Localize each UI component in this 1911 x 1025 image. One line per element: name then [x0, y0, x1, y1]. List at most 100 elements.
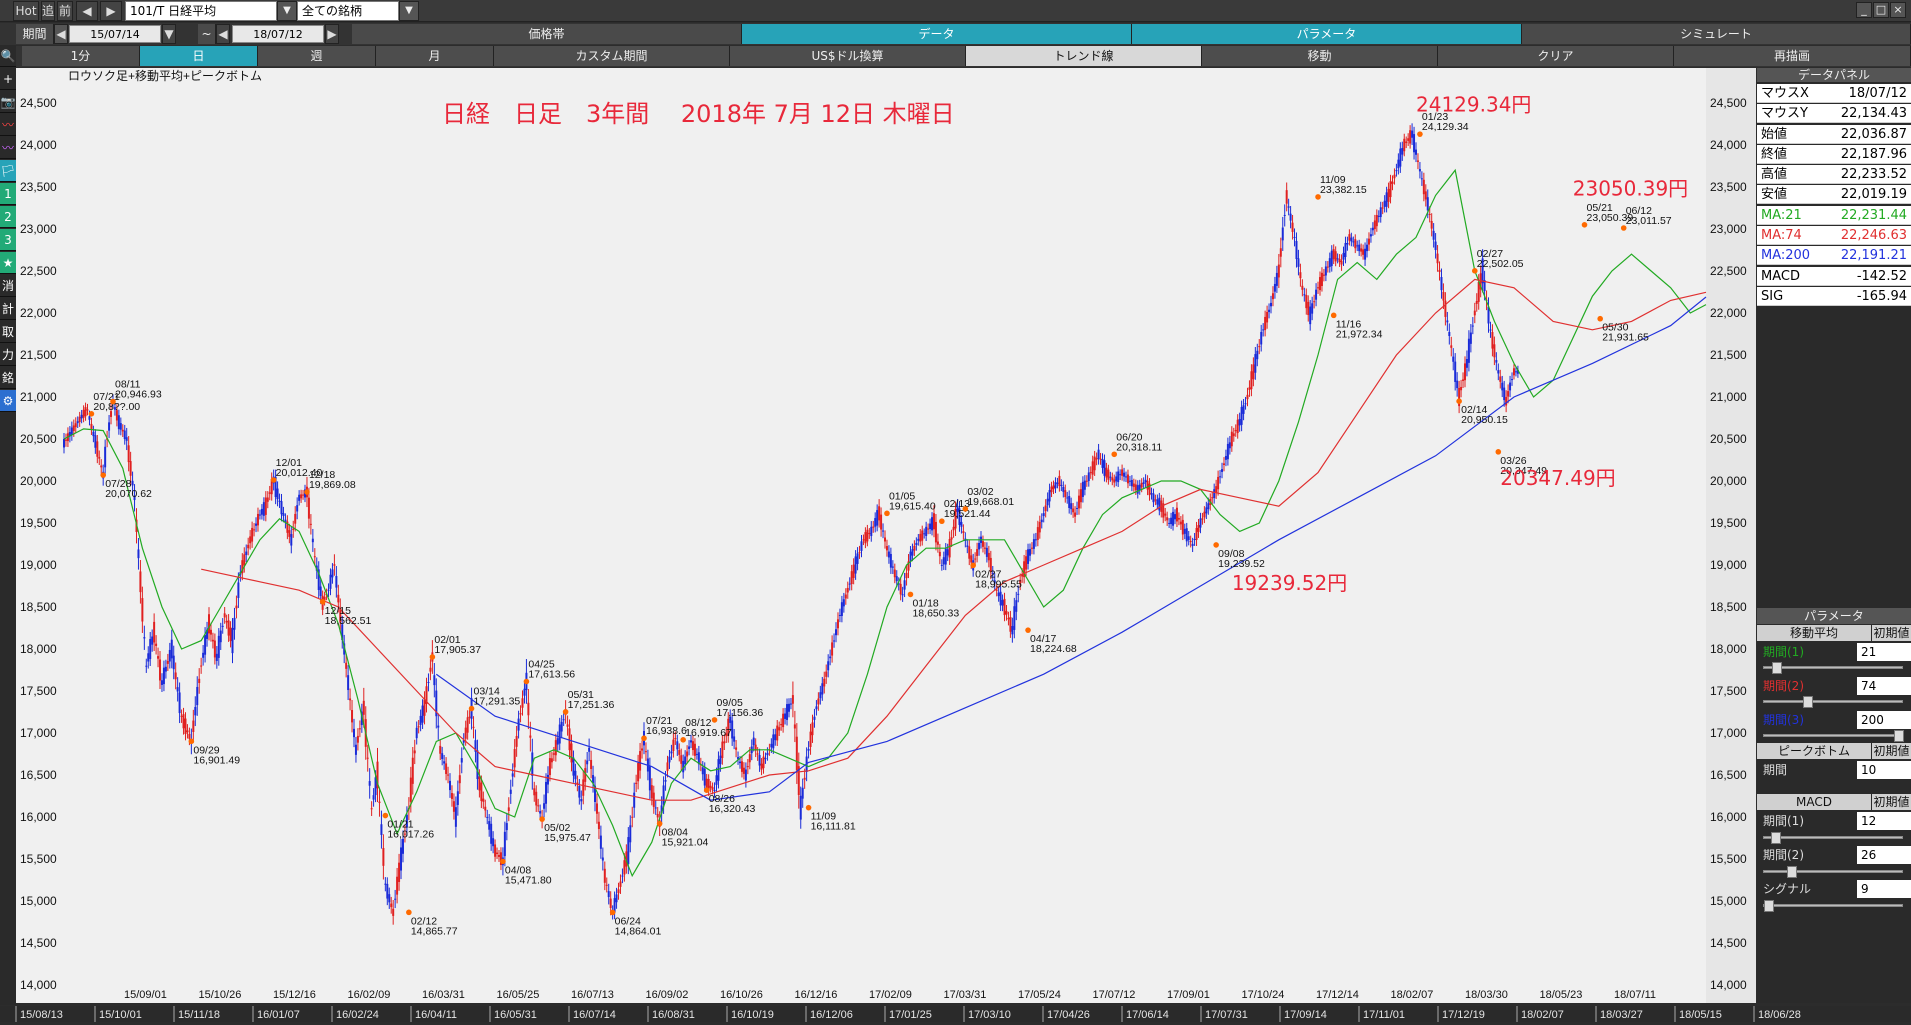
preset-1-icon[interactable]: 1: [0, 183, 16, 205]
candle-body: [319, 586, 322, 596]
x-tick-label: 17/03/31: [944, 989, 987, 1001]
chevron-down-icon[interactable]: ▼: [162, 24, 176, 44]
star-icon[interactable]: ★: [0, 252, 16, 274]
ma1-slider-knob[interactable]: [1771, 662, 1782, 674]
from-date-input[interactable]: 15/07/14: [69, 25, 161, 43]
macd1-slider[interactable]: [1763, 832, 1903, 844]
minimize-icon[interactable]: _: [1856, 2, 1872, 18]
candle-body: [227, 620, 230, 636]
tab-1min[interactable]: 1分: [22, 46, 140, 66]
tab-simulate[interactable]: シミュレート: [1522, 24, 1911, 44]
ma2-slider-knob[interactable]: [1803, 696, 1813, 708]
pb-reset-button[interactable]: 初期値: [1872, 743, 1911, 759]
macd-reset-button[interactable]: 初期値: [1872, 794, 1911, 810]
annotation-value: 23,382.15: [1320, 184, 1367, 196]
tab-usd-conversion[interactable]: US$ドル換算: [730, 46, 966, 66]
tab-weekly[interactable]: 週: [258, 46, 376, 66]
ma-reset-button[interactable]: 初期値: [1872, 625, 1911, 641]
ma2-slider[interactable]: [1763, 696, 1903, 708]
line-purple-icon[interactable]: 〰: [0, 137, 16, 159]
tab-daily[interactable]: 日: [140, 46, 258, 66]
left-arrow-icon[interactable]: ◀: [54, 24, 68, 44]
to-date-input[interactable]: 18/07/12: [232, 25, 324, 43]
tab-redraw[interactable]: 再描画: [1674, 46, 1911, 66]
camera-icon[interactable]: 📷: [0, 91, 16, 113]
ma1-input[interactable]: 21: [1857, 643, 1911, 661]
signal-slider-knob[interactable]: [1764, 900, 1774, 912]
ma2-input[interactable]: 74: [1857, 677, 1911, 695]
prev-label-button[interactable]: 前: [57, 1, 73, 21]
peak-bottom-marker: [641, 735, 647, 742]
candle-body: [725, 733, 728, 737]
tab-custom-period[interactable]: カスタム期間: [494, 46, 730, 66]
candle-body: [1377, 215, 1380, 217]
candle-body: [872, 526, 875, 528]
take-icon[interactable]: 取: [0, 321, 16, 343]
price-chart[interactable]: 14,000 14,000 14,500 14,500 15,000 15,000 15,5…: [16, 68, 1756, 1003]
annotation-date: 12/15: [325, 605, 351, 617]
maximize-icon[interactable]: □: [1873, 2, 1889, 18]
macd2-slider[interactable]: [1763, 866, 1903, 878]
tab-trendline[interactable]: トレンド線: [966, 46, 1202, 66]
tab-parameter[interactable]: パラメータ: [1132, 24, 1522, 44]
x-tick-label: 18/02/07: [1391, 989, 1434, 1001]
tab-price-band[interactable]: 価格帯: [352, 24, 742, 44]
gear-icon[interactable]: ⚙: [0, 390, 16, 412]
candle-body: [717, 759, 720, 781]
tab-clear[interactable]: クリア: [1438, 46, 1674, 66]
tab-data[interactable]: データ: [742, 24, 1132, 44]
chevron-down-icon[interactable]: ▼: [277, 1, 297, 21]
macd2-input[interactable]: 26: [1857, 846, 1911, 864]
peak-bottom-marker: [429, 654, 436, 660]
close-icon[interactable]: ×: [1890, 2, 1906, 18]
zoom-icon[interactable]: 🔍: [0, 45, 16, 67]
candle-body: [347, 675, 350, 691]
crosshair-icon[interactable]: +: [0, 68, 16, 90]
candle-body: [641, 748, 644, 751]
macd1-input[interactable]: 12: [1857, 812, 1911, 830]
preset-3-icon[interactable]: 3: [0, 229, 16, 251]
ma1-slider[interactable]: [1763, 662, 1903, 674]
candle-body: [1185, 528, 1188, 542]
macd1-slider-knob[interactable]: [1770, 832, 1781, 844]
ma3-slider-knob[interactable]: [1894, 730, 1904, 742]
candle-body: [445, 763, 448, 774]
preset-2-icon[interactable]: 2: [0, 206, 16, 228]
right-arrow-icon[interactable]: ▶: [325, 24, 339, 44]
ticker-select[interactable]: 101/T 日経平均: [125, 1, 277, 21]
tab-move[interactable]: 移動: [1202, 46, 1438, 66]
candle-body: [1477, 281, 1480, 302]
ma3-input[interactable]: 200: [1857, 711, 1911, 729]
filter-select[interactable]: 全ての銘柄: [297, 1, 399, 21]
power-icon[interactable]: 力: [0, 344, 16, 366]
left-arrow-icon[interactable]: ◀: [216, 24, 230, 44]
candle-body: [1248, 387, 1251, 390]
stock-icon[interactable]: 銘: [0, 367, 16, 389]
tab-monthly[interactable]: 月: [376, 46, 494, 66]
macd2-slider-knob[interactable]: [1787, 866, 1798, 878]
calc-icon[interactable]: 計: [0, 298, 16, 320]
flag-icon[interactable]: 🏳: [0, 160, 16, 182]
back-arrow-icon[interactable]: ◀: [76, 1, 98, 21]
candle-body: [1085, 480, 1088, 482]
pb-input[interactable]: 10: [1857, 761, 1911, 779]
candle-body: [831, 642, 834, 656]
forward-arrow-icon[interactable]: ▶: [100, 1, 122, 21]
y-tick-label-right: 15,500: [1710, 852, 1747, 866]
candle-body: [1391, 181, 1394, 184]
candle-body: [356, 735, 359, 743]
add-button[interactable]: 追: [41, 1, 55, 21]
chevron-down-icon[interactable]: ▼: [399, 1, 419, 21]
line-red-icon[interactable]: 〰: [0, 114, 16, 136]
signal-slider[interactable]: [1763, 900, 1903, 912]
peak-bottom-marker: [609, 909, 616, 916]
candle-body: [1056, 482, 1059, 484]
ma3-slider[interactable]: [1763, 730, 1904, 742]
candle-body: [1395, 170, 1398, 172]
signal-input[interactable]: 9: [1857, 880, 1911, 898]
peak-bottom-marker: [88, 411, 95, 417]
candle-body: [917, 538, 920, 541]
chart-svg[interactable]: 14,000 14,000 14,500 14,500 15,000 15,000 15,5…: [16, 68, 1756, 1003]
hot-button[interactable]: Hot: [13, 1, 39, 21]
delete-icon[interactable]: 消: [0, 275, 16, 297]
